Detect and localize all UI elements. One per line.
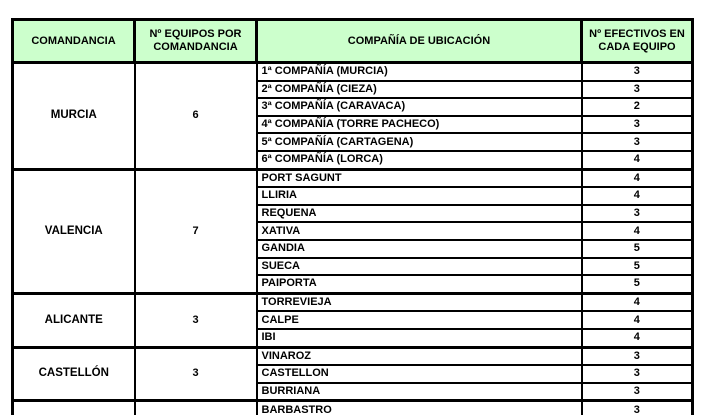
compania-cell: 4ª COMPAÑÍA (TORRE PACHECO) xyxy=(255,114,583,135)
compania-cell: PORT SAGUNT xyxy=(255,167,583,189)
comandancia-cell: CASTELLÓN xyxy=(11,345,136,402)
compania-cell: GANDIA xyxy=(255,238,583,259)
compania-cell: 3ª COMPAÑÍA (CARAVACA) xyxy=(255,97,583,117)
efectivos-cell: 3 xyxy=(580,364,694,384)
compania-cell: TORREVIEJA xyxy=(255,291,583,313)
efectivos-cell: 4 xyxy=(580,291,694,313)
compania-cell: 5ª COMPAÑÍA (CARTAGENA) xyxy=(255,132,583,152)
table-row: IBI 4 xyxy=(13,327,694,349)
equipos-cell: 3 xyxy=(133,345,258,402)
header-row: COMANDANCIA Nº EQUIPOS POR COMANDANCIA C… xyxy=(11,18,694,64)
efectivos-cell: 3 xyxy=(580,203,694,224)
header-comandancia: COMANDANCIA xyxy=(11,18,136,64)
compania-cell: LLIRIA xyxy=(255,186,583,206)
compania-cell: CALPE xyxy=(255,310,583,330)
efectivos-cell: 4 xyxy=(580,221,694,241)
efectivos-cell: 4 xyxy=(580,149,694,171)
table-row: VALENCIA 7 PORT SAGUNT 4 xyxy=(11,167,694,295)
efectivos-cell: 4 xyxy=(580,327,694,349)
efectivos-cell: 3 xyxy=(580,114,694,135)
efectivos-cell: 4 xyxy=(580,167,694,189)
table-header: COMANDANCIA Nº EQUIPOS POR COMANDANCIA C… xyxy=(11,18,694,64)
table-row: PAIPORTA 5 xyxy=(13,274,694,295)
comandancia-cell: VALENCIA xyxy=(11,167,136,295)
equipos-cell: 7 xyxy=(133,167,258,295)
comandancia-cell xyxy=(11,399,136,415)
efectivos-cell: 3 xyxy=(580,399,694,415)
efectivos-cell: 5 xyxy=(580,238,694,259)
compania-cell: BARBASTRO xyxy=(255,399,583,415)
efectivos-cell: 4 xyxy=(580,186,694,206)
equipos-cell xyxy=(133,399,258,415)
equipos-cell: 3 xyxy=(133,291,258,348)
compania-cell: VINAROZ xyxy=(255,345,583,367)
compania-cell: XATIVA xyxy=(255,221,583,241)
compania-cell: SUECA xyxy=(255,256,583,277)
compania-cell: BURRIANA xyxy=(255,381,583,402)
efectivos-cell: 3 xyxy=(580,79,694,100)
compania-cell: 1ª COMPAÑÍA (MURCIA) xyxy=(255,60,583,82)
equipos-cell: 6 xyxy=(133,61,258,171)
compania-cell: 2ª COMPAÑÍA (CIEZA) xyxy=(255,79,583,100)
efectivos-cell: 3 xyxy=(580,132,694,152)
comandancia-cell: ALICANTE xyxy=(11,291,136,348)
efectivos-cell: 3 xyxy=(580,60,694,82)
header-efectivos-en-cada-equipo: Nº EFECTIVOS EN CADA EQUIPO xyxy=(580,18,694,64)
table-row: BURRIANA 3 xyxy=(13,381,694,402)
compania-cell: 6ª COMPAÑÍA (LORCA) xyxy=(255,149,583,171)
efectivos-cell: 5 xyxy=(580,256,694,277)
table-row: CASTELLÓN 3 VINAROZ 3 xyxy=(11,345,694,402)
compania-cell: CASTELLON xyxy=(255,364,583,384)
table-row: 6ª COMPAÑÍA (LORCA) 4 xyxy=(13,149,694,171)
efectivos-cell: 2 xyxy=(580,97,694,117)
compania-cell: REQUENA xyxy=(255,203,583,224)
efectivos-cell: 3 xyxy=(580,381,694,402)
efectivos-cell: 5 xyxy=(580,274,694,295)
compania-cell: PAIPORTA xyxy=(255,274,583,295)
header-compania-de-ubicacion: COMPAÑÍA DE UBICACIÓN xyxy=(255,18,583,64)
table-row-partial: BARBASTRO 3 xyxy=(11,399,694,415)
compania-cell: IBI xyxy=(255,327,583,349)
table-row: MURCIA 6 1ª COMPAÑÍA (MURCIA) 3 xyxy=(11,60,694,171)
table-body: MURCIA 6 1ª COMPAÑÍA (MURCIA) 3 2ª COMPAÑÍA … xyxy=(11,60,694,415)
header-equipos-por-comandancia: Nº EQUIPOS POR COMANDANCIA xyxy=(133,18,258,64)
equipos-comandancia-table: COMANDANCIA Nº EQUIPOS POR COMANDANCIA C… xyxy=(11,18,694,415)
efectivos-cell: 4 xyxy=(580,310,694,330)
efectivos-cell: 3 xyxy=(580,345,694,367)
table-row: ALICANTE 3 TORREVIEJA 4 xyxy=(11,291,694,348)
comandancia-cell: MURCIA xyxy=(11,61,136,171)
